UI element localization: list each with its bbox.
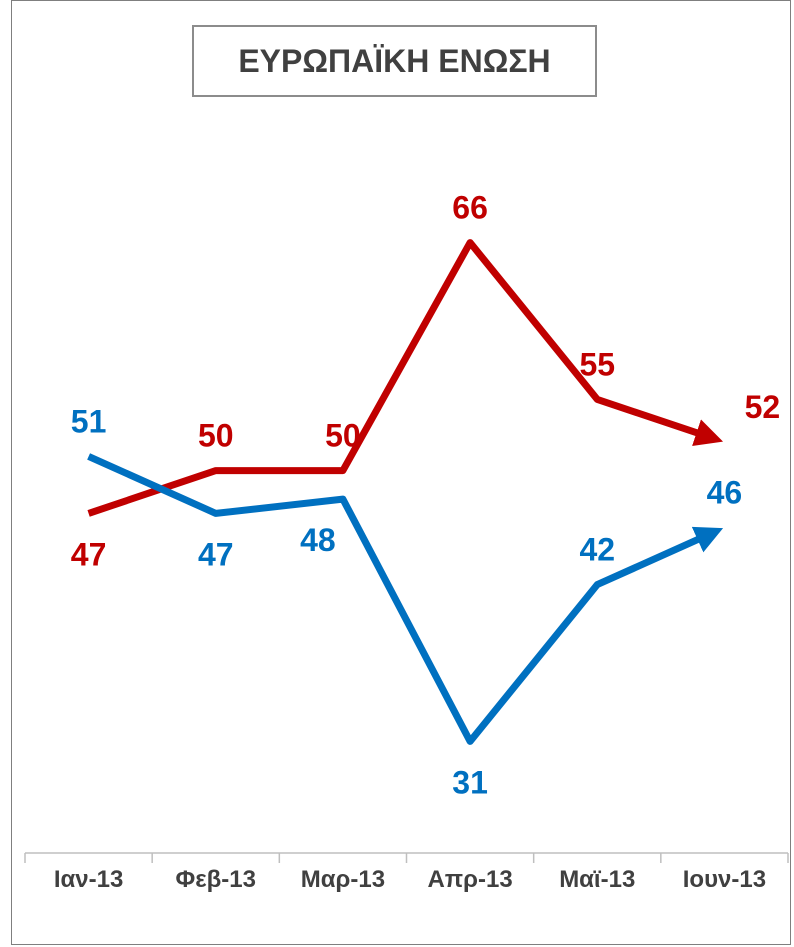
x-tick-label: Ιαν-13: [54, 866, 123, 893]
chart-title-box: ΕΥΡΩΠΑΪΚΗ ΕΝΩΣΗ: [192, 25, 597, 97]
data-label: 47: [198, 536, 234, 572]
chart-frame: [11, 0, 791, 945]
x-tick-label: Μαρ-13: [301, 866, 385, 893]
data-label: 48: [300, 522, 336, 558]
data-label: 47: [71, 536, 107, 572]
data-label: 55: [579, 346, 615, 382]
x-tick-label: Φεβ-13: [176, 866, 256, 893]
series-line-2: [87, 453, 724, 745]
chart-title: ΕΥΡΩΠΑΪΚΗ ΕΝΩΣΗ: [238, 42, 551, 79]
data-label: 31: [452, 764, 488, 800]
data-label: 52: [745, 389, 781, 425]
x-tick-label: Ιουν-13: [683, 866, 766, 893]
data-label: 50: [198, 418, 234, 454]
series-line-1: [87, 239, 724, 517]
data-label: 66: [452, 190, 488, 226]
data-label: 50: [325, 418, 361, 454]
x-tick-label: Απρ-13: [427, 866, 512, 893]
x-tick-label: Μαϊ-13: [559, 866, 635, 893]
data-label: 42: [579, 532, 615, 568]
data-label: 51: [71, 403, 107, 439]
data-label: 46: [707, 475, 743, 511]
